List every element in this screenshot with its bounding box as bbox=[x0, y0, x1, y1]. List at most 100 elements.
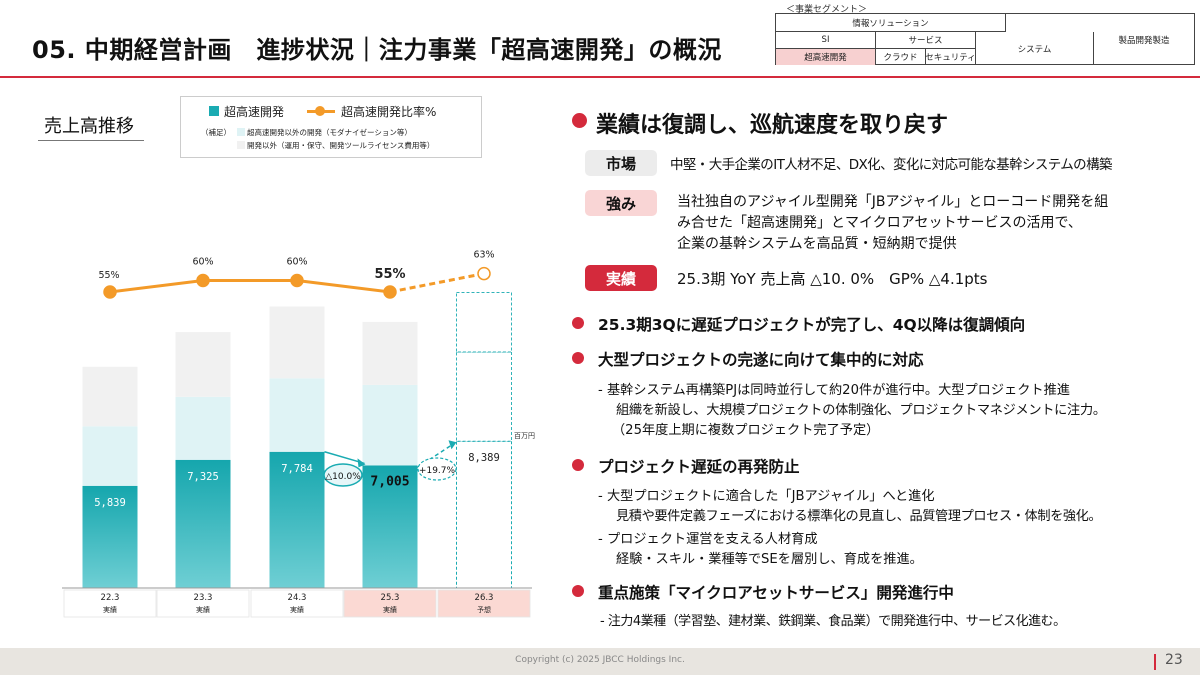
bars-layer bbox=[82, 291, 512, 589]
bar-segment bbox=[362, 465, 418, 588]
axis-layer: 22.3 実績 23.3 実績 24.3 実績 25.3 実績 26.3 予想 bbox=[62, 587, 532, 618]
bar-segment bbox=[269, 378, 325, 452]
legend-bar-label: 超高速開発 bbox=[224, 105, 285, 119]
strength-line-3: 企業の基幹システムを高品質・短納期で提供 bbox=[677, 236, 957, 252]
segment-security: セキュリティ bbox=[925, 49, 976, 65]
sales-heading-underline bbox=[38, 140, 144, 141]
section-bullet bbox=[572, 585, 584, 597]
segment-table: 情報ソリューション SI サービス システム 超高速開発 クラウド セキュリティ… bbox=[775, 13, 1195, 65]
sales-chart: 5,839 7,325 7,784 7,005 8,389 55% 60% 60% 55% 63%… bbox=[62, 250, 535, 618]
legend-note2: 開発以外（運用・保守、開発ツールライセンス費用等） bbox=[247, 141, 435, 150]
trend-arrow bbox=[324, 451, 365, 465]
segment-info-solution: 情報ソリューション bbox=[776, 14, 1006, 32]
bar-segment bbox=[175, 396, 231, 460]
ratio-label: 60% bbox=[286, 257, 307, 268]
yoy-down-badge bbox=[323, 463, 363, 487]
market-text: 中堅・大手企業のIT人材不足、DX化、変化に対応可能な基幹システムの構築 bbox=[670, 157, 1112, 173]
bar-segment bbox=[269, 451, 325, 588]
bar-segment bbox=[362, 321, 418, 385]
category-cell bbox=[156, 589, 250, 618]
segment-rapid-dev: 超高速開発 bbox=[776, 49, 876, 65]
chart-legend: 超高速開発 超高速開発比率% （補足） 超高速開発以外の開発（モダナイゼーション… bbox=[180, 96, 482, 158]
segment-caption: ＜事業セグメント＞ bbox=[786, 5, 868, 15]
section-line: 組織を新設し、大規模プロジェクトの体制強化、プロジェクトマネジメントに注力。 bbox=[616, 403, 1106, 418]
bar-value-label: 7,784 bbox=[281, 463, 313, 475]
legend-bar-swatch bbox=[209, 106, 219, 116]
strength-line-2: み合せた「超高速開発」とマイクロアセットサービスの活用で、 bbox=[677, 215, 1082, 231]
headline: 業績は復調し、巡航速度を取り戻す bbox=[596, 113, 949, 138]
bar-segment bbox=[175, 332, 231, 397]
strength-tag: 強み bbox=[585, 190, 657, 216]
category-label: 24.3 bbox=[288, 593, 307, 603]
ratio-label: 55% bbox=[98, 270, 119, 281]
ratio-line bbox=[109, 279, 391, 294]
ratio-line-forecast bbox=[389, 272, 485, 294]
category-cell bbox=[343, 589, 437, 618]
headline-bullet bbox=[572, 113, 587, 128]
legend-line-label: 超高速開発比率% bbox=[341, 105, 437, 119]
ratio-point bbox=[477, 266, 491, 281]
category-cell bbox=[250, 589, 344, 618]
title-divider bbox=[0, 76, 1200, 78]
section-line: 経験・スキル・業種等でSEを層別し、育成を推進。 bbox=[616, 552, 923, 567]
section-line: - プロジェクト運営を支える人材育成 bbox=[598, 532, 818, 547]
bar-segment bbox=[82, 366, 138, 427]
section-line: 見積や要件定義フェーズにおける標準化の見直し、品質管理プロセス・体制を強化。 bbox=[616, 509, 1102, 524]
section-title: プロジェクト遅延の再発防止 bbox=[598, 458, 800, 476]
ratio-point bbox=[383, 285, 397, 299]
bar-segment bbox=[362, 384, 418, 466]
segment-product-dev: 製品開発製造 bbox=[1118, 35, 1170, 46]
market-tag: 市場 bbox=[585, 150, 657, 176]
yoy-down-label: △10.0% bbox=[325, 472, 361, 482]
category-label: 22.3 bbox=[101, 593, 120, 603]
page-number: 23 bbox=[1165, 652, 1183, 668]
segment-service: サービス bbox=[876, 32, 976, 49]
segment-si: SI bbox=[776, 32, 876, 49]
bar-segment bbox=[82, 426, 138, 486]
trend-arrow-head bbox=[448, 440, 457, 450]
bar-segment bbox=[456, 291, 512, 353]
section-line: - 基幹システム再構築PJは同時並行して約20件が進行中。大型プロジェクト推進 bbox=[598, 383, 1070, 398]
bar-segment bbox=[456, 351, 512, 442]
section-bullet bbox=[572, 459, 584, 471]
trend-arrow-head bbox=[357, 458, 366, 468]
sales-heading: 売上高推移 bbox=[44, 116, 134, 137]
legend-note1: 超高速開発以外の開発（モダナイゼーション等） bbox=[247, 128, 412, 137]
page-title: 05. 中期経営計画 進捗状況｜注力事業「超高速開発」の概況 bbox=[32, 36, 722, 64]
line-layer bbox=[103, 266, 491, 469]
legend-line-marker bbox=[315, 106, 325, 116]
category-sublabel: 実績 bbox=[103, 605, 117, 614]
legend-note2-swatch bbox=[237, 141, 245, 149]
ratio-point bbox=[196, 273, 210, 288]
section-title: 大型プロジェクトの完遂に向けて集中的に対応 bbox=[598, 351, 924, 369]
result-text: 25.3期 YoY 売上高 △10. 0% GP% △4.1pts bbox=[677, 270, 988, 288]
labels-layer: 5,839 7,325 7,784 7,005 8,389 55% 60% 60% 55% 63% bbox=[94, 250, 500, 509]
section-line: - 大型プロジェクトに適合した「JBアジャイル」へと進化 bbox=[598, 489, 935, 504]
segment-cloud: クラウド bbox=[876, 49, 926, 65]
bar-segment bbox=[175, 459, 231, 588]
section-bullet bbox=[572, 317, 584, 329]
section-bullet bbox=[572, 352, 584, 364]
segment-system: システム bbox=[976, 32, 1094, 65]
category-cell bbox=[437, 589, 531, 618]
category-sublabel: 実績 bbox=[290, 605, 304, 614]
bar-segment bbox=[269, 306, 325, 379]
legend-note-prefix: （補足） bbox=[201, 128, 231, 137]
ratio-label: 63% bbox=[473, 250, 494, 261]
category-sublabel: 実績 bbox=[196, 605, 210, 614]
chart-unit-label: 百万円 bbox=[514, 432, 535, 440]
ratio-point bbox=[290, 273, 304, 288]
copyright: Copyright (c) 2025 JBCC Holdings Inc. bbox=[515, 655, 685, 665]
category-label: 25.3 bbox=[381, 593, 400, 603]
yoy-up-label: +19.7% bbox=[419, 466, 456, 476]
strength-line-1: 当社独自のアジャイル型開発「JBアジャイル」とローコード開発を組 bbox=[677, 194, 1109, 210]
ratio-label: 55% bbox=[374, 267, 405, 282]
footer-bar bbox=[0, 648, 1200, 675]
yoy-up-badge bbox=[417, 457, 457, 481]
category-sublabel: 予想 bbox=[477, 605, 491, 614]
result-tag: 実績 bbox=[585, 265, 657, 291]
category-label: 26.3 bbox=[475, 593, 494, 603]
ratio-label: 60% bbox=[192, 257, 213, 268]
section-line: - 注力4業種（学習塾、建材業、鉄鋼業、食品業）で開発進行中、サービス化進む。 bbox=[600, 614, 1066, 629]
bar-value-label: 7,005 bbox=[370, 474, 409, 489]
